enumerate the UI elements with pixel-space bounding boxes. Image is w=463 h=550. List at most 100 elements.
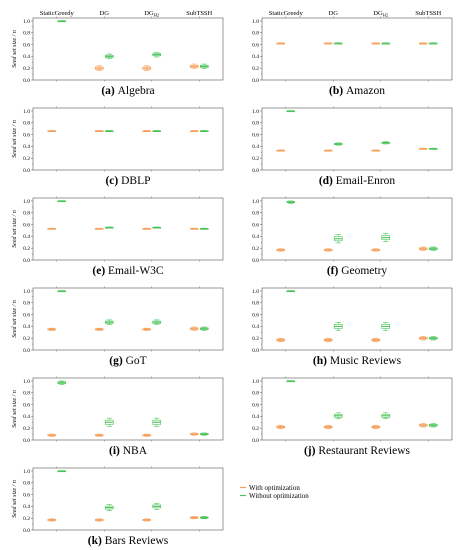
panels: 0.0 0.2 0.4 0.6 0.8 1.0 Seed set size / n Stati… xyxy=(12,10,453,547)
box-with xyxy=(94,518,104,522)
box-without xyxy=(333,234,343,244)
y-tick-label: 0.2 xyxy=(23,336,30,342)
box-with xyxy=(47,130,57,133)
panel-10: 0.0 0.2 0.4 0.6 0.8 1.0 (j) Restaurant Reviews xyxy=(252,376,453,457)
panel-11: 0.0 0.2 0.4 0.6 0.8 1.0 Seed set size / n (k) B… xyxy=(12,466,224,547)
box-with xyxy=(418,336,428,341)
panel-2: 0.0 0.2 0.4 0.6 0.8 1.0 StaticGreedy DG DGH2 SubT… xyxy=(252,10,453,97)
y-tick-label: 0.2 xyxy=(252,66,259,72)
box-with xyxy=(142,65,152,71)
box-without xyxy=(428,336,438,341)
plot-frame xyxy=(261,17,453,81)
plot-frame xyxy=(261,287,453,351)
y-tick-label: 1.0 xyxy=(252,289,259,295)
box-without xyxy=(104,504,114,511)
y-tick-label: 0.4 xyxy=(252,414,259,420)
panel-5: 0.0 0.2 0.4 0.6 0.8 1.0 Seed set size / n (e) E… xyxy=(12,196,224,277)
y-tick-label: 0.2 xyxy=(23,246,30,252)
y-tick-label: 1.0 xyxy=(252,199,259,205)
y-tick-label: 0.6 xyxy=(252,42,259,48)
box-with xyxy=(418,246,428,251)
y-axis-label: Seed set size / n xyxy=(12,300,18,338)
box-without xyxy=(286,380,296,383)
box-without xyxy=(152,417,162,427)
y-tick-label: 0.6 xyxy=(252,222,259,228)
box-with xyxy=(94,130,104,133)
box-without xyxy=(104,226,114,229)
box-with xyxy=(189,516,199,520)
box-without xyxy=(381,141,391,145)
box-with xyxy=(142,433,152,437)
y-tick-label: 0.8 xyxy=(252,31,259,37)
category-label: DGH2 xyxy=(373,10,388,18)
box-without xyxy=(104,319,114,325)
box-with xyxy=(371,149,381,152)
box-with xyxy=(189,432,199,436)
y-tick-label: 1.0 xyxy=(252,379,259,385)
box-with xyxy=(371,424,381,430)
y-tick-label: 0.8 xyxy=(23,121,30,127)
legend: With optimization Without optimization xyxy=(240,484,309,500)
box-without xyxy=(57,20,67,23)
plot-frame xyxy=(261,377,453,441)
y-tick-label: 0.4 xyxy=(23,54,30,60)
y-axis-label: Seed set size / n xyxy=(12,210,18,248)
category-label: SubTSSH xyxy=(415,10,441,17)
y-tick-label: 1.0 xyxy=(23,109,30,115)
y-tick-label: 0.4 xyxy=(252,144,259,150)
box-without xyxy=(152,503,162,510)
box-with xyxy=(189,63,199,70)
y-tick-label: 0.4 xyxy=(252,234,259,240)
panel-caption: (g) GoT xyxy=(109,355,146,367)
y-tick-label: 0.6 xyxy=(23,222,30,228)
box-without xyxy=(104,130,114,133)
category-label: StaticGreedy xyxy=(40,10,75,17)
legend-with-label: With optimization xyxy=(249,484,300,492)
y-tick-label: 0.8 xyxy=(23,211,30,217)
panel-8: 0.0 0.2 0.4 0.6 0.8 1.0 (h) Music Reviews xyxy=(252,286,453,367)
box-without xyxy=(333,142,343,146)
box-with xyxy=(47,327,57,331)
panel-caption: (h) Music Reviews xyxy=(313,355,402,367)
y-tick-label: 0.8 xyxy=(23,31,30,37)
box-with xyxy=(142,518,152,522)
plot-frame xyxy=(32,467,224,531)
box-without xyxy=(199,432,209,436)
box-with xyxy=(189,130,199,133)
box-with xyxy=(323,248,333,252)
box-with xyxy=(418,147,428,150)
box-with xyxy=(371,42,381,45)
y-tick-label: 0.0 xyxy=(23,528,30,534)
y-tick-label: 0.8 xyxy=(252,391,259,397)
panel-7: 0.0 0.2 0.4 0.6 0.8 1.0 Seed set size / n (g) G… xyxy=(12,286,224,367)
y-tick-label: 0.2 xyxy=(252,246,259,252)
box-without xyxy=(381,42,391,45)
plot-frame xyxy=(32,17,224,81)
y-tick-label: 0.6 xyxy=(23,312,30,318)
box-with xyxy=(276,248,286,252)
box-with xyxy=(418,42,428,45)
y-tick-label: 0.0 xyxy=(23,168,30,174)
y-tick-label: 0.2 xyxy=(23,66,30,72)
box-without xyxy=(428,246,438,251)
y-tick-label: 1.0 xyxy=(23,199,30,205)
category-label: DG xyxy=(329,10,339,17)
box-with xyxy=(94,327,104,331)
box-without xyxy=(57,470,67,473)
box-without xyxy=(199,63,209,70)
y-tick-label: 0.8 xyxy=(23,481,30,487)
box-without xyxy=(57,200,67,203)
box-with xyxy=(276,424,286,430)
category-label: DGH2 xyxy=(144,10,159,18)
y-axis-label: Seed set size / n xyxy=(12,480,18,518)
category-label: StaticGreedy xyxy=(269,10,304,17)
box-with xyxy=(371,248,381,252)
panel-9: 0.0 0.2 0.4 0.6 0.8 1.0 Seed set size / n (i) N… xyxy=(12,376,224,457)
y-tick-label: 0.6 xyxy=(23,42,30,48)
box-without xyxy=(199,130,209,133)
y-tick-label: 1.0 xyxy=(23,469,30,475)
box-with xyxy=(189,326,199,331)
panel-4: 0.0 0.2 0.4 0.6 0.8 1.0 (d) Email-Enron xyxy=(252,106,453,187)
panel-caption: (a) Algebra xyxy=(101,85,154,97)
